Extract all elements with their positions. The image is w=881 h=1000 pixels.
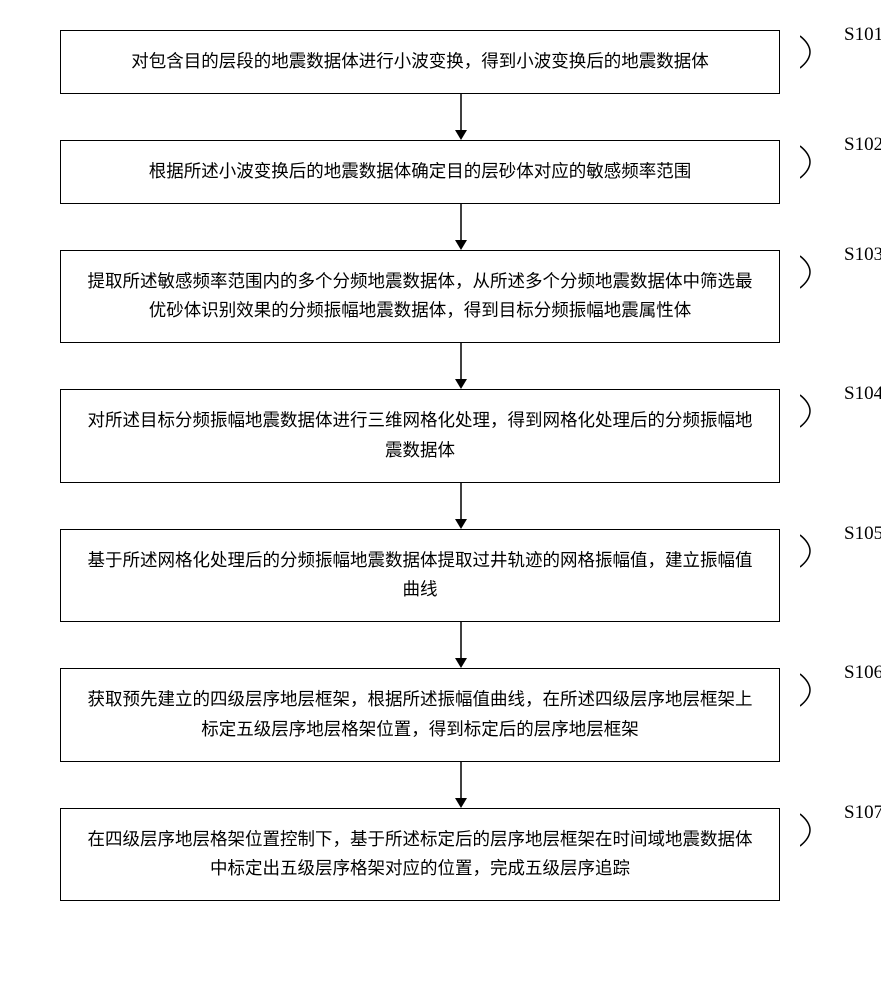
step-text: 在四级层序地层格架位置控制下，基于所述标定后的层序地层框架在时间域地震数据体中标… [88,829,753,879]
step-box: 对所述目标分频振幅地震数据体进行三维网格化处理，得到网格化处理后的分频振幅地震数… [60,389,780,483]
step-id-label: S107 [844,802,881,824]
flow-arrow [101,622,821,668]
step-box: 获取预先建立的四级层序地层框架，根据所述振幅值曲线，在所述四级层序地层框架上标定… [60,668,780,762]
flow-step: 提取所述敏感频率范围内的多个分频地震数据体，从所述多个分频地震数据体中筛选最优砂… [20,250,861,344]
step-id-label: S103 [844,244,881,266]
step-text: 基于所述网格化处理后的分频振幅地震数据体提取过井轨迹的网格振幅值，建立振幅值曲线 [88,550,753,600]
flow-step: 在四级层序地层格架位置控制下，基于所述标定后的层序地层框架在时间域地震数据体中标… [20,808,861,902]
flow-arrow [101,204,821,250]
flow-arrow [101,483,821,529]
step-id-label: S105 [844,523,881,545]
flow-step: 基于所述网格化处理后的分频振幅地震数据体提取过井轨迹的网格振幅值，建立振幅值曲线… [20,529,861,623]
flow-arrow [101,762,821,808]
step-text: 对所述目标分频振幅地震数据体进行三维网格化处理，得到网格化处理后的分频振幅地震数… [88,410,753,460]
step-text: 根据所述小波变换后的地震数据体确定目的层砂体对应的敏感频率范围 [149,161,692,181]
flow-step: 对所述目标分频振幅地震数据体进行三维网格化处理，得到网格化处理后的分频振幅地震数… [20,389,861,483]
step-box: 对包含目的层段的地震数据体进行小波变换，得到小波变换后的地震数据体 [60,30,780,94]
step-id-label: S104 [844,383,881,405]
step-id-label: S106 [844,662,881,684]
step-text: 对包含目的层段的地震数据体进行小波变换，得到小波变换后的地震数据体 [131,51,709,71]
flow-step: 获取预先建立的四级层序地层框架，根据所述振幅值曲线，在所述四级层序地层框架上标定… [20,668,861,762]
step-id-label: S102 [844,134,881,156]
step-text: 提取所述敏感频率范围内的多个分频地震数据体，从所述多个分频地震数据体中筛选最优砂… [88,271,753,321]
step-id-label: S101 [844,24,881,46]
flow-step: 对包含目的层段的地震数据体进行小波变换，得到小波变换后的地震数据体 S101 [20,30,861,94]
flow-arrow [101,343,821,389]
step-text: 获取预先建立的四级层序地层框架，根据所述振幅值曲线，在所述四级层序地层框架上标定… [88,689,753,739]
flow-arrow [101,94,821,140]
step-box: 基于所述网格化处理后的分频振幅地震数据体提取过井轨迹的网格振幅值，建立振幅值曲线 [60,529,780,623]
step-box: 在四级层序地层格架位置控制下，基于所述标定后的层序地层框架在时间域地震数据体中标… [60,808,780,902]
flow-step: 根据所述小波变换后的地震数据体确定目的层砂体对应的敏感频率范围 S102 [20,140,861,204]
step-box: 根据所述小波变换后的地震数据体确定目的层砂体对应的敏感频率范围 [60,140,780,204]
step-box: 提取所述敏感频率范围内的多个分频地震数据体，从所述多个分频地震数据体中筛选最优砂… [60,250,780,344]
